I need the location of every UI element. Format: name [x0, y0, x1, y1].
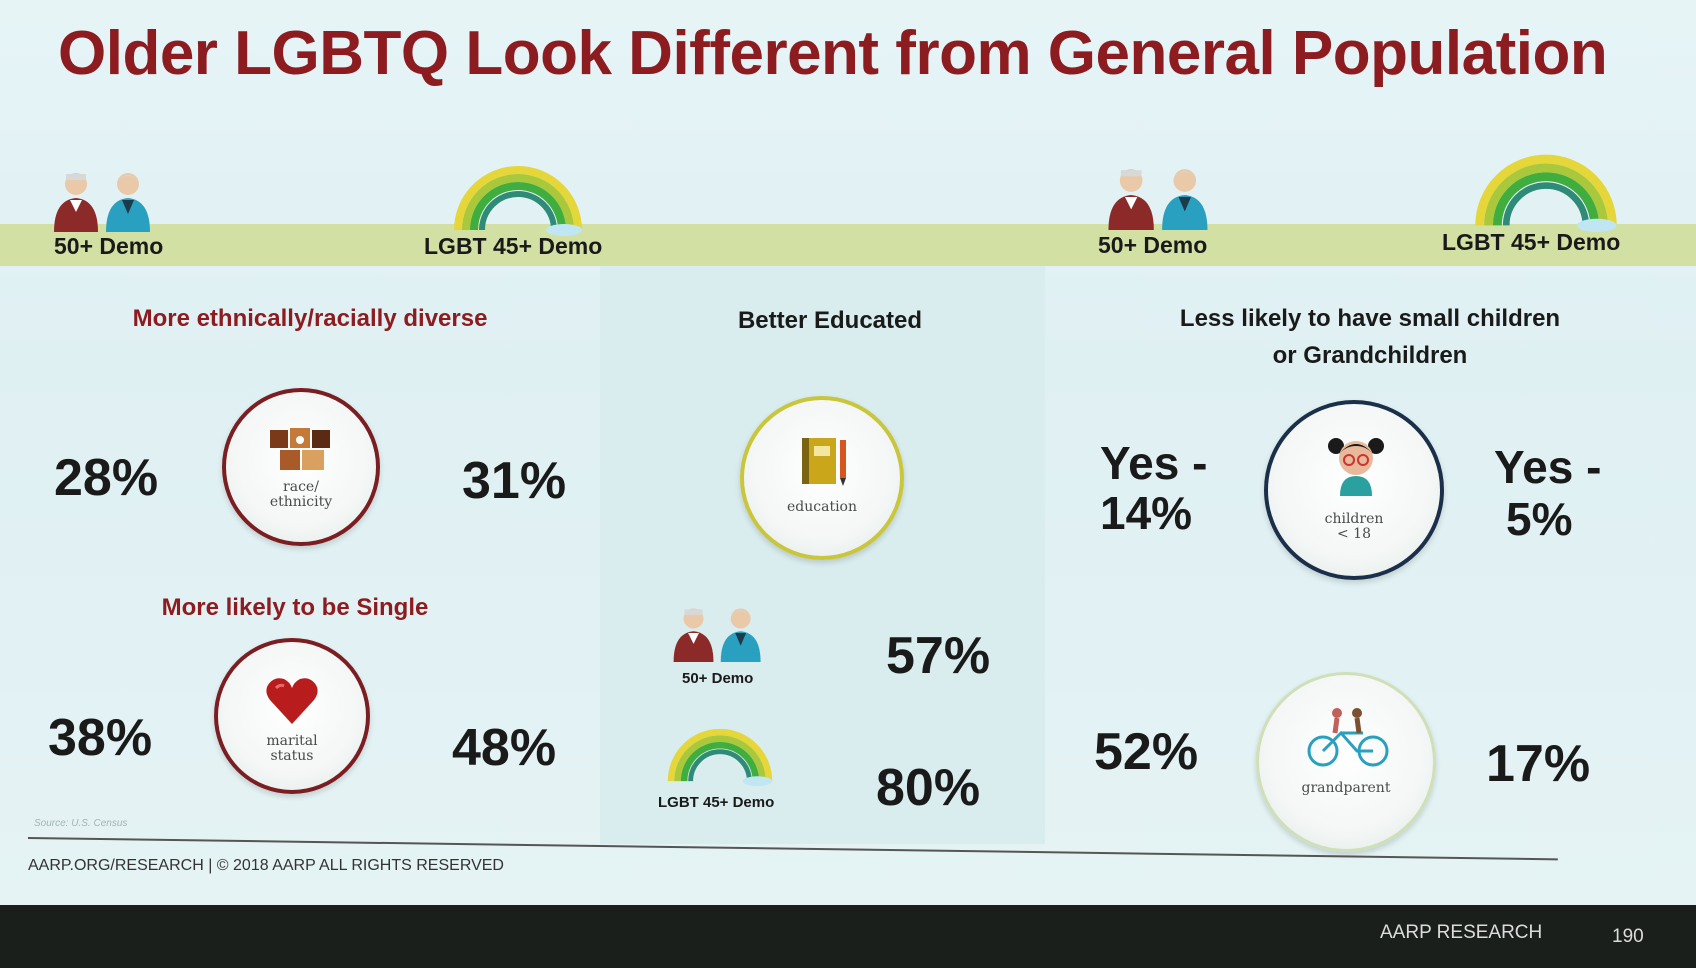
children-circle: children < 18	[1264, 400, 1444, 580]
band-label-50plus-left: 50+ Demo	[54, 233, 164, 259]
single-heading: More likely to be Single	[161, 594, 429, 621]
grandparent-lgbt-pct: 17%	[1486, 735, 1591, 793]
children-heading-line1: Less likely to have small children	[1179, 305, 1561, 332]
band-label-lgbt-left: LGBT 45+ Demo	[424, 233, 603, 259]
slide-title: Older LGBTQ Look Different from General …	[58, 19, 1608, 88]
children-50plus-yes: Yes -	[1100, 437, 1208, 489]
heart-icon	[266, 678, 318, 724]
diverse-lgbt-pct: 31%	[462, 452, 567, 510]
single-lgbt-pct: 48%	[452, 719, 557, 777]
children-lgbt-pct: 5%	[1506, 493, 1573, 545]
children-lgbt-yes: Yes -	[1494, 441, 1602, 493]
band-label-lgbt-right: LGBT 45+ Demo	[1442, 229, 1621, 255]
grandparent-label: grandparent	[1301, 780, 1391, 796]
rainbow-icon	[667, 728, 773, 786]
grandparent-50plus-pct: 52%	[1094, 723, 1199, 781]
education-lgbt-label: LGBT 45+ Demo	[658, 794, 775, 811]
children-heading-line2: or Grandchildren	[1272, 342, 1468, 369]
children-50plus-pct: 14%	[1100, 487, 1193, 539]
education-50plus-pct: 57%	[886, 627, 991, 685]
older-couple-icon	[1108, 169, 1208, 230]
rainbow-icon	[454, 166, 582, 236]
race-ethnicity-circle: race/ ethnicity	[222, 388, 380, 546]
older-couple-icon	[673, 608, 761, 662]
education-heading: Better Educated	[737, 307, 923, 334]
marital-status-label-2: status	[270, 748, 314, 764]
older-man-icon	[54, 173, 98, 232]
single-50plus-pct: 38%	[48, 709, 153, 767]
bicycle-icon	[1307, 708, 1389, 767]
diverse-50plus-pct: 28%	[54, 449, 159, 507]
race-ethnicity-label-1: race/	[283, 479, 319, 495]
slide: Older LGBTQ Look Different from General …	[0, 0, 1696, 905]
older-woman-icon	[106, 173, 150, 232]
grandparent-circle: grandparent	[1256, 672, 1436, 852]
source-note: Source: U.S. Census	[34, 818, 128, 829]
older-couple-icon	[54, 173, 150, 232]
children-label-1: children	[1324, 511, 1384, 527]
marital-status-circle: marital status	[214, 638, 370, 794]
notebook-icon	[802, 438, 846, 486]
education-50plus-label: 50+ Demo	[682, 670, 754, 687]
education-lgbt-pct: 80%	[876, 759, 981, 817]
brand-label: AARP RESEARCH	[1380, 922, 1543, 943]
puzzle-icon	[270, 428, 330, 470]
header-band	[0, 224, 1696, 266]
education-label: education	[787, 499, 857, 515]
band-label-50plus-right: 50+ Demo	[1098, 232, 1208, 258]
children-label-2: < 18	[1337, 526, 1371, 542]
diverse-heading: More ethnically/racially diverse	[132, 305, 488, 332]
race-ethnicity-label-2: ethnicity	[269, 494, 333, 510]
page-number: 190	[1612, 926, 1644, 947]
education-circle: education	[740, 396, 904, 560]
footer-copyright: AARP.ORG/RESEARCH | © 2018 AARP ALL RIGH…	[28, 857, 504, 874]
rainbow-icon	[1475, 154, 1617, 232]
bottom-band	[0, 905, 1696, 968]
marital-status-label-1: marital	[266, 733, 318, 749]
child-icon	[1328, 438, 1384, 496]
